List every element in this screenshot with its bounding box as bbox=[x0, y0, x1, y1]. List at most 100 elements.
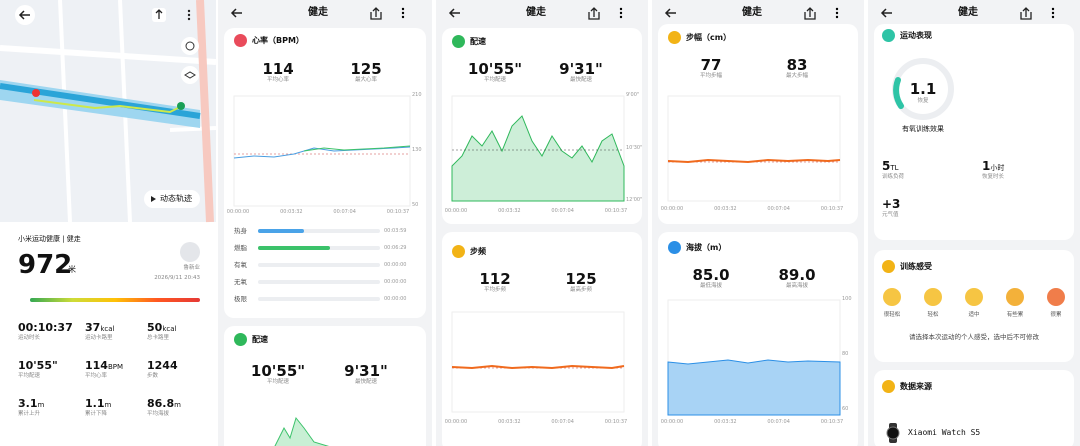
zone-name: 无氧 bbox=[234, 278, 247, 286]
stat-value: 10'55" bbox=[18, 359, 58, 372]
header-icon-set[interactable] bbox=[218, 0, 430, 24]
feeling-label[interactable]: 有些累 bbox=[1006, 312, 1024, 318]
x-tick-label: 00:03:32 bbox=[498, 419, 521, 425]
training-effect: 有氧训练效果 bbox=[902, 125, 944, 133]
x-tick-label: 00:00:00 bbox=[660, 419, 684, 425]
feeling-card bbox=[874, 250, 1074, 362]
feeling-label[interactable]: 轻松 bbox=[927, 312, 939, 318]
metric-label: 最快配速 bbox=[354, 379, 378, 385]
map-button[interactable]: 动态轨迹 bbox=[160, 194, 192, 203]
altitude-chart bbox=[667, 299, 841, 416]
zone-name: 燃脂 bbox=[234, 244, 247, 252]
feeling-label[interactable]: 很轻松 bbox=[883, 312, 901, 318]
x-tick-label: 00:03:32 bbox=[714, 419, 737, 425]
header-icon-set[interactable] bbox=[436, 0, 648, 24]
performance-icon bbox=[882, 29, 895, 42]
pace-chart bbox=[274, 416, 330, 446]
zone-name: 极限 bbox=[234, 295, 247, 303]
performance-ring bbox=[892, 58, 954, 120]
metric-label: 平均心率 bbox=[266, 77, 290, 83]
performance-score-label: 恢复 bbox=[917, 98, 929, 104]
stat-unit: BPM bbox=[107, 363, 124, 371]
header-title: 健走 bbox=[308, 7, 328, 18]
device-name: Xiaomi Watch S5 bbox=[908, 428, 981, 437]
user-name: 鲁新业 bbox=[183, 265, 200, 271]
summary-screen: 动态轨迹 小米运动健康 | 健走 972 米 鲁新业 2026/9/11 20:… bbox=[0, 0, 216, 446]
feeling-emoji[interactable] bbox=[965, 288, 983, 306]
metric-label: 平均配速 bbox=[483, 77, 507, 83]
performance-label: 恢复时长 bbox=[982, 174, 1005, 180]
watch-icon bbox=[886, 423, 900, 443]
metric-label: 最低海拔 bbox=[699, 283, 723, 289]
card-title: 运动表现 bbox=[900, 31, 932, 40]
y-tick-label: 9'00" bbox=[626, 92, 640, 98]
performance-unit: TL bbox=[890, 164, 899, 172]
feeling-label[interactable]: 适中 bbox=[968, 312, 980, 318]
stat-value: 37kcal bbox=[85, 321, 115, 334]
zone-time: 00:00:00 bbox=[384, 296, 407, 302]
y-tick-label: 60 bbox=[842, 406, 849, 412]
feeling-emoji[interactable] bbox=[1006, 288, 1024, 306]
summary-card bbox=[6, 222, 210, 446]
header-icons bbox=[868, 0, 1080, 24]
app-label: 小米运动健康 | 健走 bbox=[18, 235, 81, 243]
stat-value: 3.1m bbox=[18, 397, 45, 410]
performance-label: 训练负荷 bbox=[882, 174, 905, 180]
card-title: 海拔（m） bbox=[686, 243, 727, 252]
zone-time: 00:06:29 bbox=[384, 245, 407, 251]
metric-value: 9'31" bbox=[344, 362, 388, 380]
stat-unit: m bbox=[174, 401, 181, 409]
stat-value: 1.1m bbox=[85, 397, 112, 410]
cadence-icon bbox=[452, 245, 465, 258]
pace-icon bbox=[234, 333, 247, 346]
x-tick-label: 00:00:00 bbox=[444, 208, 468, 214]
feeling-label[interactable]: 很累 bbox=[1050, 312, 1062, 318]
header-icon-set[interactable] bbox=[868, 0, 1080, 24]
pace-screen: 配速 步频 健走 10'55" 平均配速 9'31" 最快配速 9'00" 10'30" 12… bbox=[436, 0, 648, 446]
metric-label: 最高海拔 bbox=[785, 283, 809, 289]
stat-label: 平均配速 bbox=[18, 373, 41, 379]
avatar bbox=[180, 242, 200, 262]
metric-label: 平均配速 bbox=[266, 379, 290, 385]
stat-unit: m bbox=[104, 401, 112, 409]
card-title: 步幅（cm） bbox=[686, 33, 732, 42]
stat-unit: m bbox=[37, 401, 45, 409]
x-tick-label: 00:03:32 bbox=[498, 208, 521, 214]
altitude-icon bbox=[668, 241, 681, 254]
stat-unit: kcal bbox=[100, 325, 115, 333]
y-tick-label: 210 bbox=[412, 92, 422, 98]
stat-label: 总卡路里 bbox=[147, 335, 170, 341]
stat-value: 00:10:37 bbox=[18, 321, 73, 334]
zone-track bbox=[258, 263, 380, 267]
stride-screen: 步幅（cm） 海拔（m） 健走 77 平均步幅 83 最大步幅 00:00:00 00:03… bbox=[652, 0, 864, 446]
x-tick-label: 00:10:37 bbox=[604, 419, 628, 425]
metric-value: 77 bbox=[700, 56, 722, 74]
feeling-emoji[interactable] bbox=[924, 288, 942, 306]
x-tick-label: 00:10:37 bbox=[386, 209, 410, 215]
metric-value: 10'55" bbox=[467, 60, 523, 78]
performance-value: 1小时 bbox=[982, 159, 1005, 173]
stat-label: 平均心率 bbox=[85, 373, 108, 379]
metric-value: 83 bbox=[786, 56, 808, 74]
x-tick-label: 00:03:32 bbox=[280, 209, 303, 215]
header-title: 健走 bbox=[742, 7, 762, 18]
distance: 972 bbox=[18, 250, 73, 280]
feeling-emoji[interactable] bbox=[883, 288, 901, 306]
heart-rate-screen: 心率（BPM） 配速 健走 114 平均心率 125 最大心率 00:00:00 00:03… bbox=[218, 0, 432, 446]
feeling-emoji[interactable] bbox=[1047, 288, 1065, 306]
x-tick-label: 00:07:04 bbox=[767, 419, 790, 425]
stat-label: 运动时长 bbox=[18, 335, 41, 341]
zone-fill bbox=[258, 246, 330, 250]
source-icon bbox=[882, 380, 895, 393]
source-card bbox=[874, 370, 1074, 446]
distance-unit: 米 bbox=[68, 265, 76, 274]
x-tick-label: 00:10:37 bbox=[604, 208, 628, 214]
header-icon-set[interactable] bbox=[652, 0, 864, 24]
y-tick-label: 10'30" bbox=[626, 144, 643, 151]
y-tick-label: 12'00" bbox=[626, 197, 643, 203]
heart-icon bbox=[234, 34, 247, 47]
cadence-chart bbox=[451, 311, 625, 413]
performance-card bbox=[874, 24, 1074, 240]
metric-value: 9'31" bbox=[559, 60, 603, 78]
card-title: 训练感受 bbox=[900, 262, 932, 271]
